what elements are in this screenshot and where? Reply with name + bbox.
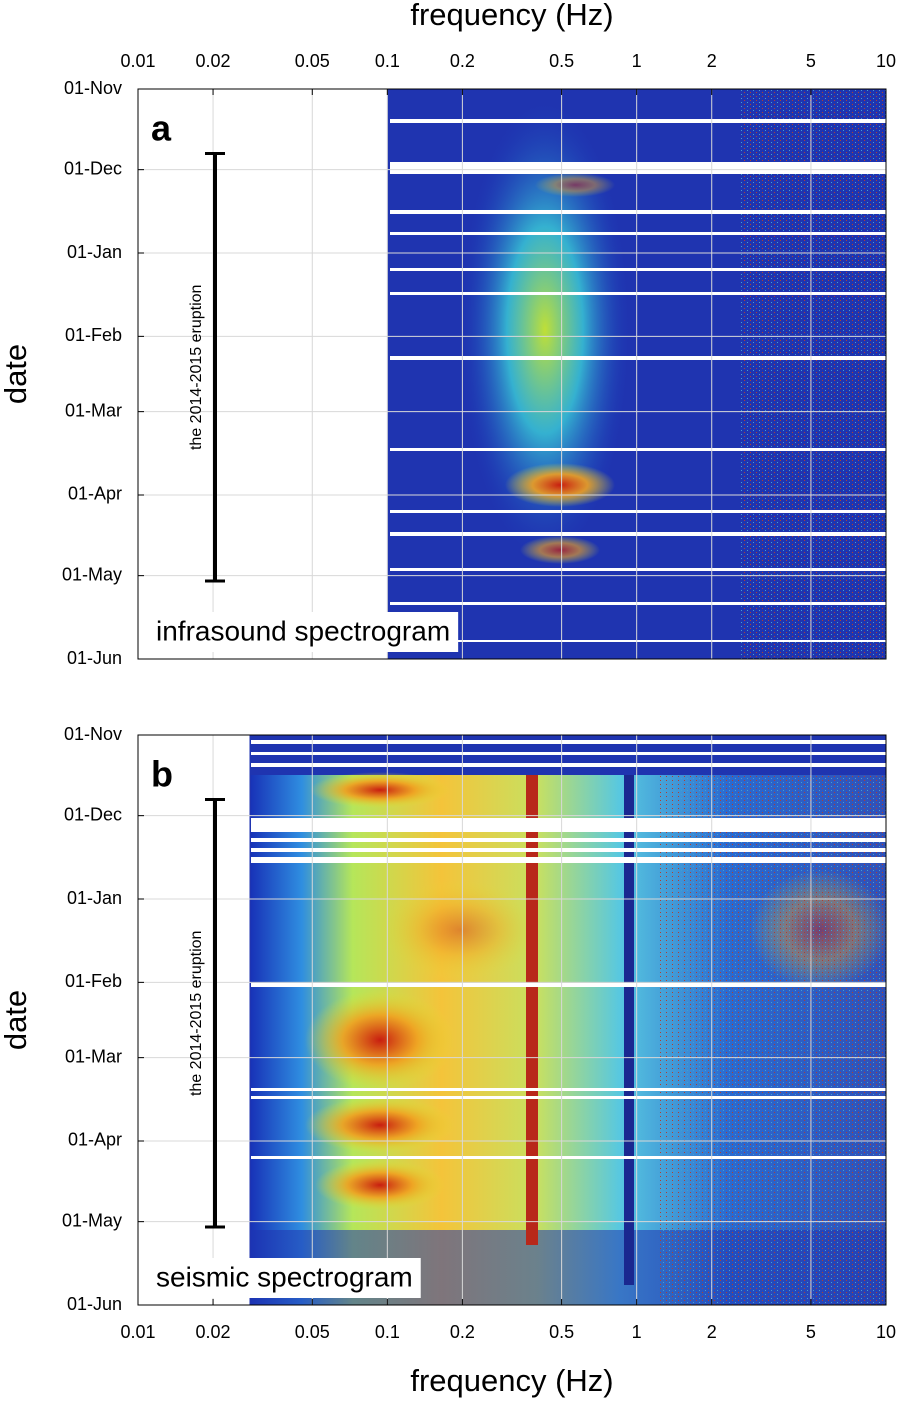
gap bbox=[251, 1088, 886, 1091]
plot-frame bbox=[137, 734, 887, 1306]
y-tick-label: 01-Nov bbox=[64, 724, 122, 744]
y-tick-label: 01-Feb bbox=[65, 971, 122, 991]
annotation: infrasound spectrogram bbox=[156, 615, 450, 646]
x-axis-title: frequency (Hz) bbox=[410, 0, 613, 32]
plot-frame bbox=[137, 88, 887, 660]
gap bbox=[390, 448, 886, 451]
energy-region bbox=[380, 880, 540, 980]
x-axis-title: frequency (Hz) bbox=[410, 1363, 613, 1398]
gap bbox=[390, 640, 886, 642]
x-tick-label: 5 bbox=[806, 1322, 816, 1342]
gap bbox=[390, 568, 886, 571]
x-tick-label: 0.02 bbox=[196, 51, 231, 71]
energy-region bbox=[310, 772, 450, 808]
y-tick-label: 01-Dec bbox=[64, 158, 122, 178]
y-tick-label: 01-Mar bbox=[65, 1046, 122, 1066]
x-tick-label: 1 bbox=[632, 51, 642, 71]
spectrogram-texture bbox=[390, 89, 886, 659]
x-tick-label: 0.01 bbox=[120, 51, 155, 71]
x-tick-label: 0.02 bbox=[196, 1322, 231, 1342]
energy-line bbox=[526, 775, 538, 1245]
energy-region bbox=[305, 990, 455, 1090]
y-tick-label: 01-Jun bbox=[67, 1294, 122, 1314]
x-tick-label: 0.2 bbox=[450, 51, 475, 71]
data-gaps bbox=[390, 119, 886, 642]
y-tick-label: 01-Feb bbox=[65, 325, 122, 345]
x-tick-label: 10 bbox=[876, 1322, 896, 1342]
gap bbox=[390, 292, 886, 295]
y-axis-title: date bbox=[0, 344, 33, 404]
energy-region bbox=[460, 100, 630, 560]
y-tick-label: 01-Apr bbox=[68, 484, 122, 504]
y-tick-label: 01-Dec bbox=[64, 804, 122, 824]
gap bbox=[390, 532, 886, 536]
energy-region bbox=[520, 536, 600, 564]
energy-region bbox=[505, 463, 615, 507]
gap bbox=[251, 1096, 886, 1099]
energy-region bbox=[305, 1097, 455, 1153]
y-tick-label: 01-Jun bbox=[67, 648, 122, 668]
x-tick-label: 0.5 bbox=[549, 1322, 574, 1342]
noise bbox=[740, 89, 886, 659]
spectrogram-texture bbox=[251, 740, 890, 1305]
y-tick-label: 01-Nov bbox=[64, 78, 122, 98]
gap bbox=[390, 356, 886, 360]
panel-label: a bbox=[151, 108, 172, 149]
eruption-label: the 2014-2015 eruption bbox=[188, 931, 205, 1096]
gap bbox=[251, 740, 886, 744]
gap bbox=[251, 838, 886, 842]
gap bbox=[251, 857, 886, 863]
y-tick-label: 01-Mar bbox=[65, 400, 122, 420]
gap bbox=[390, 210, 886, 214]
gap bbox=[251, 848, 886, 852]
energy-region bbox=[315, 1160, 445, 1210]
y-tick-label: 01-Apr bbox=[68, 1130, 122, 1150]
panel-label: b bbox=[151, 754, 173, 795]
energy-line bbox=[624, 775, 634, 1285]
y-tick-label: 01-Jan bbox=[67, 242, 122, 262]
x-tick-label: 0.05 bbox=[295, 1322, 330, 1342]
annotation: seismic spectrogram bbox=[156, 1261, 413, 1292]
x-tick-label: 0.2 bbox=[450, 1322, 475, 1342]
x-tick-label: 10 bbox=[876, 51, 896, 71]
annotation-box bbox=[148, 612, 459, 652]
gap bbox=[390, 602, 886, 605]
gap bbox=[390, 119, 886, 123]
data-gaps bbox=[251, 740, 886, 1159]
x-tick-label: 1 bbox=[632, 1322, 642, 1342]
gap bbox=[390, 162, 886, 174]
gap bbox=[390, 268, 886, 271]
noise bbox=[660, 775, 886, 1305]
energy-region bbox=[535, 173, 615, 197]
y-tick-label: 01-May bbox=[62, 1210, 122, 1230]
y-axis-title: date bbox=[0, 990, 33, 1050]
y-tick-label: 01-May bbox=[62, 564, 122, 584]
x-tick-label: 0.05 bbox=[295, 51, 330, 71]
gap bbox=[251, 763, 886, 767]
y-tick-label: 01-Jan bbox=[67, 888, 122, 908]
x-tick-label: 0.1 bbox=[375, 51, 400, 71]
x-tick-label: 2 bbox=[707, 51, 717, 71]
x-tick-label: 0.1 bbox=[375, 1322, 400, 1342]
eruption-label: the 2014-2015 eruption bbox=[188, 285, 205, 450]
gap bbox=[251, 752, 886, 755]
x-tick-label: 0.5 bbox=[549, 51, 574, 71]
gap bbox=[251, 818, 886, 832]
gap bbox=[251, 983, 886, 987]
gap bbox=[390, 232, 886, 235]
x-tick-label: 5 bbox=[806, 51, 816, 71]
x-tick-label: 2 bbox=[707, 1322, 717, 1342]
x-tick-label: 0.01 bbox=[120, 1322, 155, 1342]
annotation-box bbox=[148, 1258, 421, 1298]
gap bbox=[390, 510, 886, 513]
gap bbox=[251, 1156, 886, 1159]
